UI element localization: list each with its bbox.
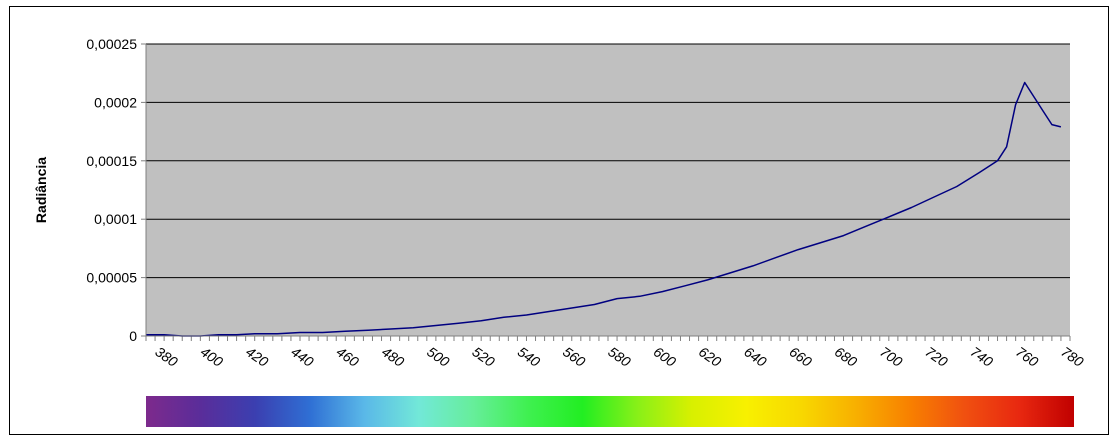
y-tick-label: 0,0001	[94, 211, 137, 227]
y-tick-label: 0,00015	[86, 153, 137, 169]
series-layer	[146, 81, 1062, 337]
x-tick-label: 600	[651, 343, 679, 370]
chart-frame: 0 0,00005 0,0001 0,00015 0,0002 0,00025 380 40…	[9, 6, 1109, 435]
x-tick-label: 560	[560, 343, 588, 370]
x-tick-label: 460	[334, 343, 362, 370]
spectrum-chart: 0 0,00005 0,0001 0,00015 0,0002 0,00025 380 40…	[33, 36, 1087, 427]
x-tick-label: 620	[696, 343, 724, 370]
plot-area	[146, 44, 1070, 336]
y-tick-label: 0,0002	[94, 94, 137, 110]
series-line	[146, 81, 1062, 337]
x-tick-label: 540	[515, 343, 543, 370]
x-tick-label: 380	[152, 343, 180, 370]
x-tick-label: 700	[877, 343, 905, 370]
y-tick-label: 0,00025	[86, 36, 137, 52]
y-tick-label: 0	[129, 328, 137, 344]
x-tick-label: 760	[1013, 343, 1041, 370]
x-tick-label: 440	[288, 343, 316, 370]
x-tick-label: 500	[424, 343, 452, 370]
x-axis-ticks: 380 400 420 440 460 480 500 520 540 560 580 600 620 6…	[145, 336, 1087, 370]
x-tick-label: 480	[379, 343, 407, 370]
y-axis-ticks: 0 0,00005 0,0001 0,00015 0,0002 0,00025	[86, 36, 146, 344]
x-tick-label: 720	[922, 343, 950, 370]
x-tick-label: 680	[832, 343, 860, 370]
x-tick-label: 660	[787, 343, 815, 370]
x-tick-label: 400	[198, 343, 226, 370]
gridlines	[146, 43, 1070, 279]
y-tick-label: 0,00005	[86, 270, 137, 286]
x-tick-label: 520	[469, 343, 497, 370]
spectrum-bar	[146, 396, 1074, 427]
y-axis-label: Radiância	[33, 157, 49, 223]
x-tick-label: 580	[605, 343, 633, 370]
x-tick-label: 420	[243, 343, 271, 370]
x-tick-label: 640	[741, 343, 769, 370]
x-tick-label: 740	[968, 343, 996, 370]
x-tick-label: 780	[1058, 343, 1086, 370]
